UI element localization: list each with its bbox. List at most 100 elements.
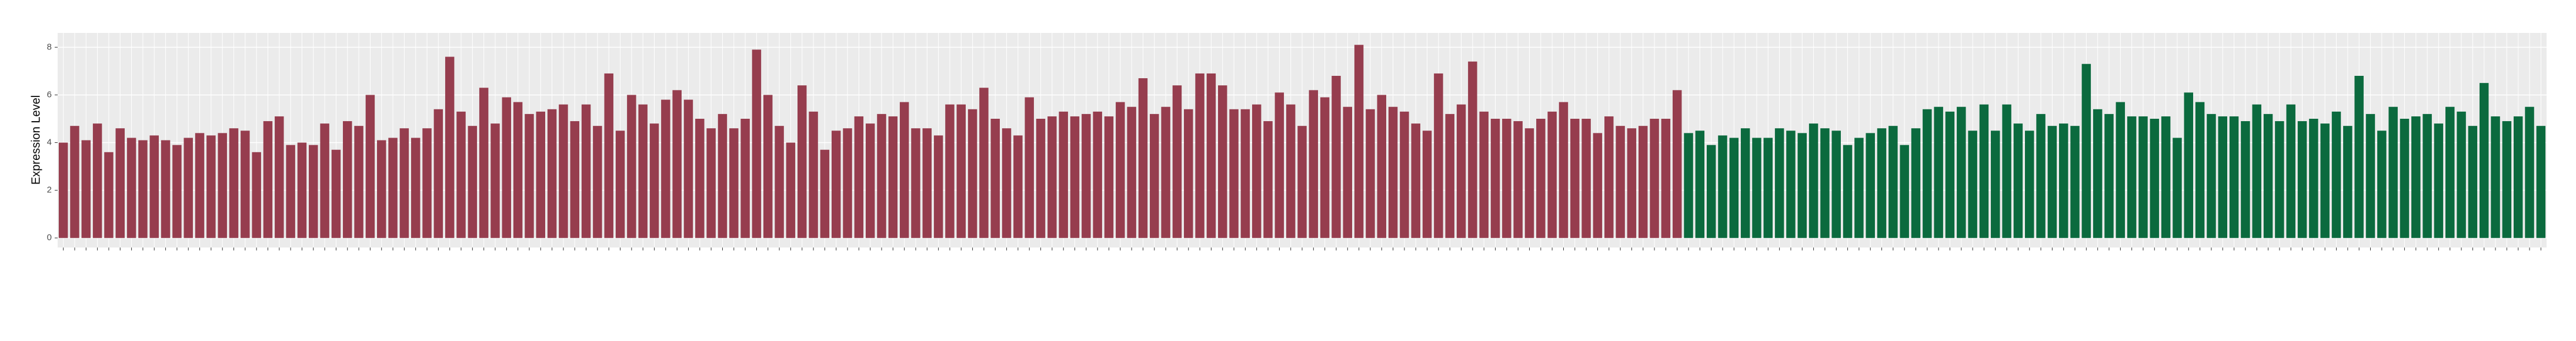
bar xyxy=(2491,116,2500,238)
bar xyxy=(1070,116,1080,238)
bar xyxy=(1093,111,1102,238)
bar xyxy=(320,123,329,238)
bar xyxy=(1774,128,1784,238)
bar xyxy=(2309,119,2318,238)
bar xyxy=(1150,113,1159,238)
bar xyxy=(377,140,386,238)
y-tick-label: 6 xyxy=(47,89,52,99)
bar xyxy=(1502,119,1511,238)
bar xyxy=(729,128,739,238)
bar xyxy=(2184,92,2194,238)
bar xyxy=(183,138,193,238)
bar xyxy=(1604,116,1614,238)
bar xyxy=(2093,109,2103,238)
bar xyxy=(1866,133,1875,238)
bar xyxy=(2513,116,2523,238)
bar xyxy=(456,111,466,238)
bar xyxy=(1400,111,1409,238)
bar xyxy=(161,140,171,238)
bar xyxy=(922,128,932,238)
bar xyxy=(2320,123,2330,238)
bar xyxy=(365,95,375,238)
bar xyxy=(706,128,716,238)
bar xyxy=(2127,116,2137,238)
y-tick-label: 4 xyxy=(47,138,52,148)
bar xyxy=(1581,119,1591,238)
bar xyxy=(1252,104,1262,238)
bar xyxy=(195,133,205,238)
bar xyxy=(559,104,568,238)
bar xyxy=(399,128,409,238)
bar xyxy=(422,128,432,238)
bar xyxy=(854,116,864,238)
bar xyxy=(911,128,920,238)
bar xyxy=(2434,123,2444,238)
bar xyxy=(570,121,579,238)
bar xyxy=(1274,92,1284,238)
bar xyxy=(1479,111,1489,238)
bar xyxy=(104,152,114,238)
bar xyxy=(1706,145,1716,238)
bar xyxy=(1127,106,1136,238)
bar xyxy=(1456,104,1466,238)
bar xyxy=(1490,119,1500,238)
bar xyxy=(638,104,648,238)
bar xyxy=(593,126,602,238)
bar xyxy=(286,145,295,238)
bar xyxy=(672,90,682,238)
bar xyxy=(2388,106,2398,238)
bar xyxy=(967,109,977,238)
bar xyxy=(1524,128,1534,238)
bar xyxy=(1786,131,1796,238)
bar xyxy=(2195,102,2205,238)
bar xyxy=(1831,131,1841,238)
bar xyxy=(1650,119,1659,238)
bar xyxy=(70,126,79,238)
bar xyxy=(604,73,613,238)
bar xyxy=(990,119,1000,238)
bar xyxy=(1797,133,1807,238)
bar xyxy=(831,131,841,238)
bar xyxy=(149,135,159,238)
bar xyxy=(2457,111,2466,238)
bar xyxy=(877,113,886,238)
bar xyxy=(1808,123,1818,238)
bar xyxy=(809,111,818,238)
bar xyxy=(115,128,125,238)
bar xyxy=(1138,78,1148,238)
bar xyxy=(1593,133,1603,238)
bar xyxy=(1036,119,1046,238)
bar xyxy=(297,142,307,238)
bar xyxy=(2525,106,2534,238)
bar xyxy=(1445,113,1454,238)
bar xyxy=(2468,126,2478,238)
bar xyxy=(2502,121,2512,238)
bar xyxy=(2241,121,2250,238)
bar xyxy=(1877,128,1887,238)
bar xyxy=(1468,61,1477,238)
bar xyxy=(479,88,489,238)
bar xyxy=(1025,97,1034,238)
bar xyxy=(138,140,148,238)
bar xyxy=(945,104,955,238)
bar xyxy=(2422,113,2432,238)
y-tick-label: 8 xyxy=(47,42,52,52)
bar xyxy=(2150,119,2160,238)
bar xyxy=(1627,128,1637,238)
bar xyxy=(2115,102,2125,238)
bar xyxy=(718,113,728,238)
bar xyxy=(1513,121,1523,238)
bar xyxy=(1411,123,1420,238)
bar xyxy=(411,138,421,238)
bar xyxy=(445,56,455,238)
bar xyxy=(1047,116,1057,238)
bar xyxy=(2536,126,2546,238)
bar xyxy=(1695,131,1705,238)
bar xyxy=(843,128,852,238)
bar xyxy=(468,126,478,238)
bar xyxy=(2138,116,2148,238)
bar xyxy=(1616,126,1625,238)
bar xyxy=(525,113,534,238)
bar xyxy=(2445,106,2455,238)
bar xyxy=(1661,119,1671,238)
